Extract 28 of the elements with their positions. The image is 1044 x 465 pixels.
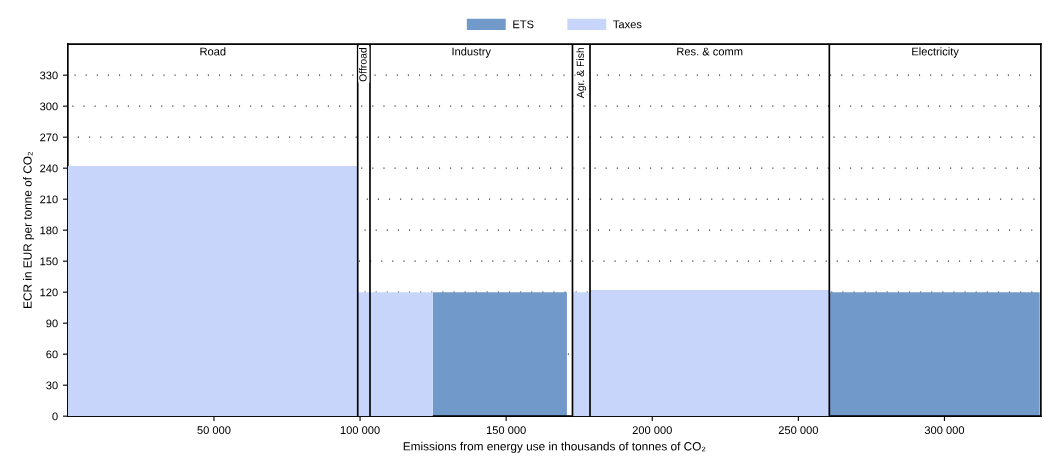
y-tick-label: 90	[46, 319, 58, 328]
x-tick-label: 150 000	[486, 426, 526, 435]
y-tick-label: 210	[40, 195, 58, 204]
y-tick-label: 300	[40, 102, 58, 111]
annotation: Agr. & Fish	[576, 47, 587, 99]
x-tick-label: 250 000	[778, 426, 818, 435]
y-tick-label: 270	[40, 133, 58, 142]
annotation: Res. & comm	[677, 47, 743, 56]
y-tick-label: 30	[46, 381, 58, 390]
annotation: Offroad	[359, 47, 367, 82]
legend-label: ETS	[513, 20, 534, 29]
y-tick-label: 240	[40, 164, 58, 173]
y-tick-label: 180	[40, 226, 58, 235]
legend-label: Taxes	[613, 20, 642, 29]
y-axis-title: ECR in EUR per tonne of CO₂	[23, 152, 35, 308]
y-tick-label: 120	[40, 288, 58, 297]
y-tick-label: 0	[52, 412, 58, 421]
y-tick-label: 60	[46, 350, 58, 359]
annotation: Electricity	[912, 47, 959, 58]
annotation: Road	[200, 47, 226, 56]
x-tick-label: 200 000	[632, 426, 672, 435]
x-tick-label: 300 000	[924, 426, 965, 435]
x-tick-label: 100 000	[340, 426, 380, 435]
y-tick-label: 330	[40, 71, 58, 80]
annotation: Industry	[452, 47, 491, 58]
x-tick-label: 50 000	[197, 426, 231, 435]
y-tick-label: 150	[40, 257, 58, 266]
x-axis-title: Emissions from energy use in thousands of tonnes of CO₂	[403, 441, 706, 453]
